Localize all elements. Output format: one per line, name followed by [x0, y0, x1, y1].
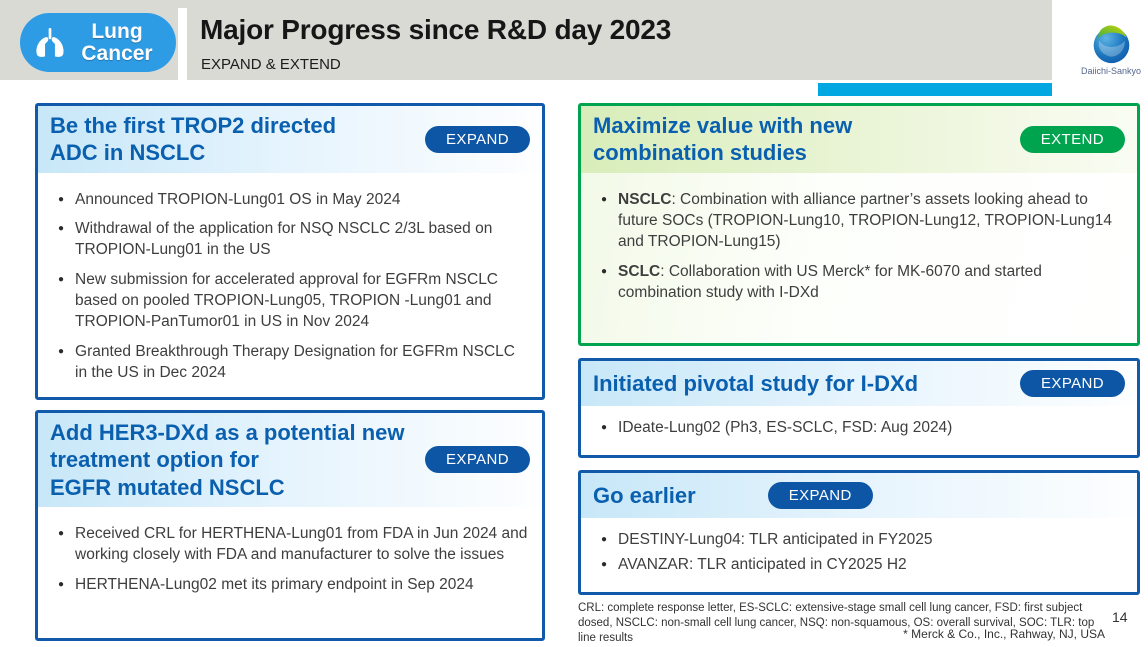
lung-cancer-badge: Lung Cancer: [20, 13, 176, 72]
company-logo: Daiichi-Sankyo: [1080, 20, 1142, 76]
trop2-adc-box: Be the first TROP2 directed ADC in NSCLC…: [35, 103, 545, 400]
bullet-text: AVANZAR: TLR anticipated in CY2025 H2: [618, 555, 907, 573]
abbreviations-footnote: CRL: complete response letter, ES-SCLC: …: [578, 602, 1095, 644]
page-title: Major Progress since R&D day 2023: [200, 14, 672, 45]
expand-tag: EXPAND: [425, 125, 530, 153]
expand-tag: EXPAND: [425, 446, 530, 474]
bullet-item: HERTHENA-Lung02 met its primary endpoint…: [52, 574, 530, 595]
expand-tag: EXPAND: [767, 482, 873, 510]
daiichi-sankyo-logo-icon: [1093, 25, 1129, 64]
her3-box-title: Add HER3-DXd as a potential new treatmen…: [50, 420, 405, 500]
page-subtitle: EXPAND & EXTEND: [201, 56, 341, 73]
bullet-item: SCLC: Collaboration with US Merck* for M…: [595, 261, 1125, 304]
page-number: 14: [1112, 609, 1128, 625]
bullet-text: HERTHENA-Lung02 met its primary endpoint…: [75, 575, 474, 593]
idxd-box-title-band: Initiated pivotal study for I-DXd EXPAND: [581, 361, 1137, 407]
bullet-text: IDeate-Lung02 (Ph3, ES-SCLC, FSD: Aug 20…: [618, 419, 953, 437]
bullet-item: Withdrawal of the application for NSQ NS…: [52, 218, 530, 261]
idxd-box-title: Initiated pivotal study for I-DXd: [593, 371, 919, 396]
go-earlier-box: Go earlier EXPAND DESTINY-Lung04: TLR an…: [578, 470, 1140, 595]
trop2-box-title-band: Be the first TROP2 directed ADC in NSCLC…: [38, 106, 542, 173]
bullet-text: Received CRL for HERTHENA-Lung01 from FD…: [75, 524, 528, 564]
bullet-text: DESTINY-Lung04: TLR anticipated in FY202…: [618, 531, 933, 549]
company-logo-label: Daiichi-Sankyo: [1080, 66, 1142, 76]
badge-label-line1: Lung: [91, 20, 143, 44]
bullet-item: AVANZAR: TLR anticipated in CY2025 H2: [595, 554, 1125, 575]
bullet-item: Granted Breakthrough Therapy Designation…: [52, 341, 530, 384]
go-earlier-box-title-band: Go earlier EXPAND: [581, 473, 1137, 519]
maximize-box-title-band: Maximize value with new combination stud…: [581, 106, 1137, 173]
bullet-lead: NSCLC: [618, 190, 672, 208]
badge-label-line2: Cancer: [81, 41, 153, 65]
maximize-box-title: Maximize value with new combination stud…: [593, 113, 853, 166]
bullet-body: : Combination with alliance partner’s as…: [618, 190, 1112, 251]
trop2-box-title: Be the first TROP2 directed ADC in NSCLC: [50, 113, 337, 166]
bullet-text: NSCLC: Combination with alliance partner…: [618, 189, 1125, 253]
maximize-value-box: Maximize value with new combination stud…: [578, 103, 1140, 346]
badge-label: Lung Cancer: [68, 21, 166, 64]
lungs-icon: [36, 27, 64, 57]
header-divider: [178, 8, 187, 88]
her3-box-bullet-list: Received CRL for HERTHENA-Lung01 from FD…: [38, 507, 542, 609]
go-earlier-box-bullet-list: DESTINY-Lung04: TLR anticipated in FY202…: [581, 518, 1137, 584]
her3-dxd-box: Add HER3-DXd as a potential new treatmen…: [35, 410, 545, 641]
bullet-item: Announced TROPION-Lung01 OS in May 2024: [52, 189, 530, 210]
extend-tag: EXTEND: [1019, 125, 1125, 153]
bullet-item: New submission for accelerated approval …: [52, 269, 530, 333]
idxd-pivotal-study-box: Initiated pivotal study for I-DXd EXPAND…: [578, 358, 1140, 458]
bullet-item: DESTINY-Lung04: TLR anticipated in FY202…: [595, 529, 1125, 550]
bullet-item: NSCLC: Combination with alliance partner…: [595, 189, 1125, 253]
bullet-item: Received CRL for HERTHENA-Lung01 from FD…: [52, 523, 530, 566]
merck-footnote: * Merck & Co., Inc., Rahway, NJ, USA: [903, 627, 1105, 641]
bullet-text: Granted Breakthrough Therapy Designation…: [75, 342, 515, 382]
maximize-box-bullet-list: NSCLC: Combination with alliance partner…: [581, 173, 1137, 318]
header-cyan-accent-bar: [818, 83, 1052, 96]
trop2-box-bullet-list: Announced TROPION-Lung01 OS in May 2024 …: [38, 173, 542, 398]
bullet-text: Announced TROPION-Lung01 OS in May 2024: [75, 190, 401, 208]
bullet-body: : Collaboration with US Merck* for MK-60…: [618, 262, 1042, 302]
bullet-text: Withdrawal of the application for NSQ NS…: [75, 219, 493, 259]
her3-box-title-band: Add HER3-DXd as a potential new treatmen…: [38, 413, 542, 507]
expand-tag: EXPAND: [1020, 370, 1125, 398]
idxd-box-bullet-list: IDeate-Lung02 (Ph3, ES-SCLC, FSD: Aug 20…: [581, 406, 1137, 447]
bullet-item: IDeate-Lung02 (Ph3, ES-SCLC, FSD: Aug 20…: [595, 417, 1125, 438]
go-earlier-box-title: Go earlier: [593, 483, 696, 508]
bullet-text: SCLC: Collaboration with US Merck* for M…: [618, 261, 1125, 304]
bullet-lead: SCLC: [618, 262, 661, 280]
bullet-text: New submission for accelerated approval …: [75, 270, 499, 331]
